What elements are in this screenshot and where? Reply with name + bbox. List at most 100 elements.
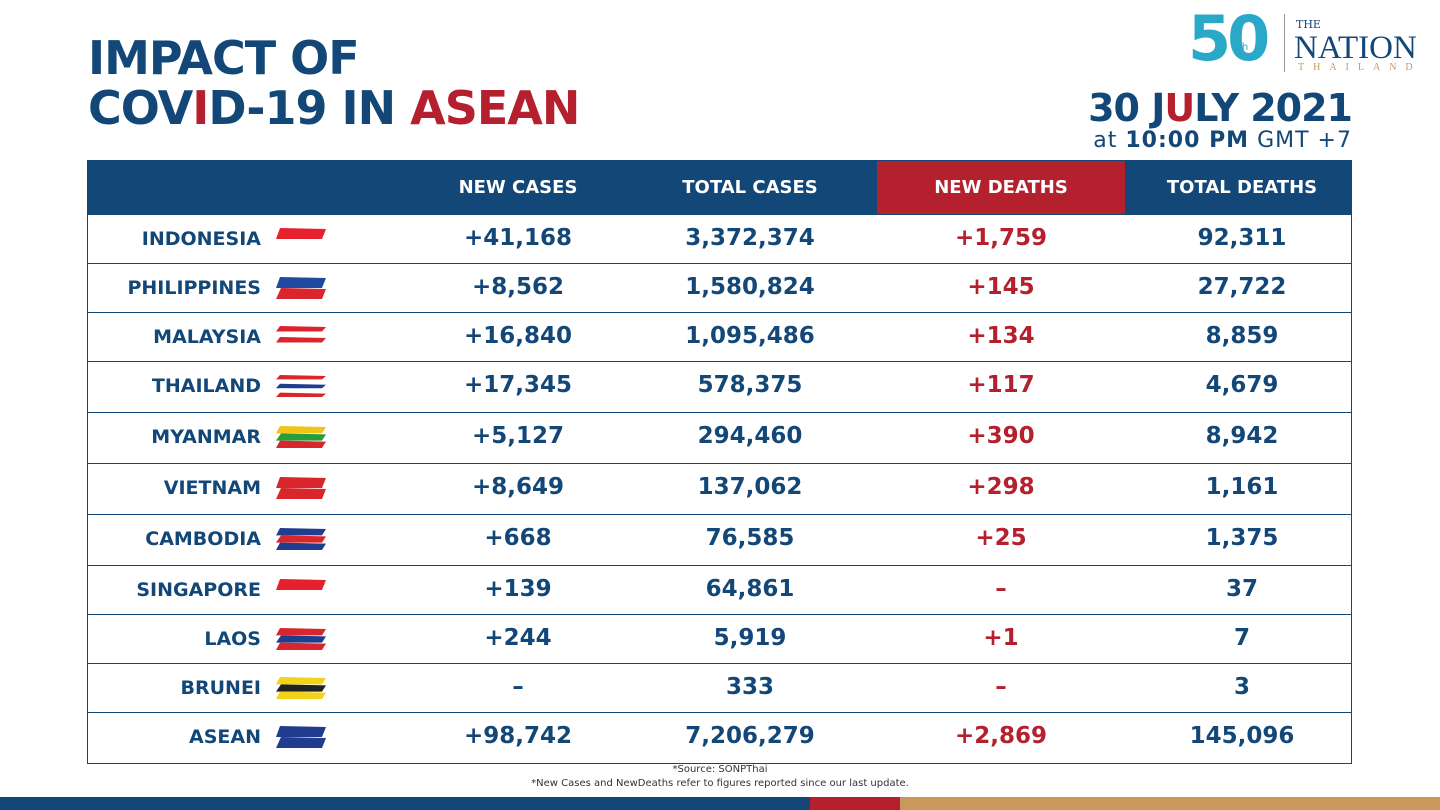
cell-value: 27,722 (1197, 274, 1287, 300)
flag (276, 528, 326, 550)
table-row: SINGAPORE +139 64,861 – 37 (88, 565, 1351, 614)
country-name: LAOS (204, 628, 261, 650)
cell-value: +390 (967, 423, 1035, 449)
cell-value: +98,742 (463, 723, 573, 749)
title-segment: ASEAN (410, 81, 580, 135)
flag (276, 277, 326, 299)
time-value: 10:00 PM (1125, 128, 1250, 153)
table-row: PHILIPPINES +8,562 1,580,824 +145 27,722 (88, 263, 1351, 312)
table-row: THAILAND +17,345 578,375 +117 4,679 (88, 361, 1351, 412)
country-name: BRUNEI (180, 677, 262, 699)
cell-value: 5,919 (713, 625, 787, 651)
flag-stripe (276, 228, 326, 239)
cell-value: 333 (725, 674, 774, 700)
table-row: VIETNAM +8,649 137,062 +298 1,161 (88, 463, 1351, 514)
cell-value: +8,562 (471, 274, 565, 300)
cell-value: +25 (975, 525, 1027, 551)
cell-value: +298 (967, 474, 1035, 500)
column-header: TOTAL DEATHS (1166, 177, 1318, 198)
bottom-bar (810, 797, 900, 810)
title-line: IMPACT OF (88, 31, 360, 85)
flag-stripe (276, 379, 326, 384)
divider (1284, 14, 1285, 72)
country-name: PHILIPPINES (127, 277, 261, 299)
flag-stripe (276, 433, 326, 441)
cell-value: 137,062 (697, 474, 803, 500)
time: at 10:00 PM GMT +7 (1093, 128, 1352, 153)
cell-value: 92,311 (1197, 225, 1287, 251)
flag-stripe (276, 288, 326, 299)
country-name: MALAYSIA (153, 326, 261, 348)
flag-stripe (276, 684, 326, 692)
flag-stripe (276, 488, 326, 499)
country-name: THAILAND (151, 375, 261, 397)
cell-value: +668 (484, 525, 552, 551)
cell-value: +41,168 (463, 225, 573, 251)
cell-value: 294,460 (697, 423, 803, 449)
flag (276, 326, 326, 348)
country-name: MYANMAR (151, 426, 261, 448)
bottom-bar (0, 797, 810, 810)
cell-value: +2,869 (954, 723, 1048, 749)
cell-value: 578,375 (697, 372, 803, 398)
cell-value: +8,649 (471, 474, 565, 500)
flag-stripe (276, 392, 326, 397)
flag-stripe (276, 477, 326, 488)
column-header: TOTAL CASES (682, 177, 818, 198)
flag-stripe (276, 383, 326, 389)
flag-stripe (276, 635, 326, 643)
flag-stripe (276, 375, 326, 380)
table-row: CAMBODIA +668 76,585 +25 1,375 (88, 514, 1351, 565)
title-segment: COV (88, 81, 193, 135)
logo-the: THE (1296, 18, 1321, 31)
flag (276, 426, 326, 448)
cell-value: 145,096 (1189, 723, 1295, 749)
country-name: CAMBODIA (145, 528, 261, 550)
footnote: *Source: SONPThai (672, 764, 768, 775)
flag-stripe (276, 590, 326, 601)
cell-value: 4,679 (1205, 372, 1279, 398)
table-row: INDONESIA +41,168 3,372,374 +1,759 92,311 (88, 214, 1351, 263)
flag (276, 228, 326, 250)
footnote: *New Cases and NewDeaths refer to figure… (531, 778, 909, 789)
flag-stripe (276, 726, 326, 737)
cell-value: 1,375 (1205, 525, 1279, 551)
flag-stripe (276, 426, 326, 434)
flag (276, 375, 326, 397)
logo-suffix: th (1238, 42, 1249, 53)
title-segment: LY 2021 (1194, 86, 1353, 130)
cell-value: 1,161 (1205, 474, 1279, 500)
cell-value: +17,345 (463, 372, 573, 398)
flag-stripe (276, 642, 326, 650)
country-name: SINGAPORE (136, 579, 261, 601)
cell-value: 1,580,824 (685, 274, 815, 300)
flag-stripe (276, 337, 326, 343)
table-row: ASEAN +98,742 7,206,279 +2,869 145,096 (88, 712, 1351, 763)
flag-stripe (276, 542, 326, 550)
cell-value: +139 (484, 576, 552, 602)
flag-stripe (276, 277, 326, 288)
cell-value: +16,840 (463, 323, 573, 349)
table-row: MALAYSIA +16,840 1,095,486 +134 8,859 (88, 312, 1351, 361)
cell-value: 7,206,279 (685, 723, 815, 749)
cell-value: +117 (967, 372, 1035, 398)
table-header: NEW CASES TOTAL CASES NEW DEATHS TOTAL DEAT… (88, 161, 1351, 214)
cell-value: 8,859 (1205, 323, 1279, 349)
country-name: VIETNAM (163, 477, 261, 499)
cell-value: +145 (967, 274, 1035, 300)
title-segment: D-19 IN (208, 81, 411, 135)
title-line: COVID-19 IN ASEAN (88, 81, 580, 135)
table-row: MYANMAR +5,127 294,460 +390 8,942 (88, 412, 1351, 463)
flag (276, 726, 326, 748)
column-header: NEW DEATHS (877, 161, 1125, 214)
date: 30 JULY 2021 (1088, 86, 1353, 130)
title-segment: U (1164, 86, 1195, 130)
bottom-bar (900, 797, 1440, 810)
cell-value: 37 (1225, 576, 1258, 602)
cell-value: – (995, 576, 1007, 602)
title-segment: I (192, 81, 209, 135)
country-name: ASEAN (189, 726, 261, 748)
logo: 50 th THE NATION THAILAND (1188, 2, 1428, 78)
flag-stripe (276, 737, 326, 748)
